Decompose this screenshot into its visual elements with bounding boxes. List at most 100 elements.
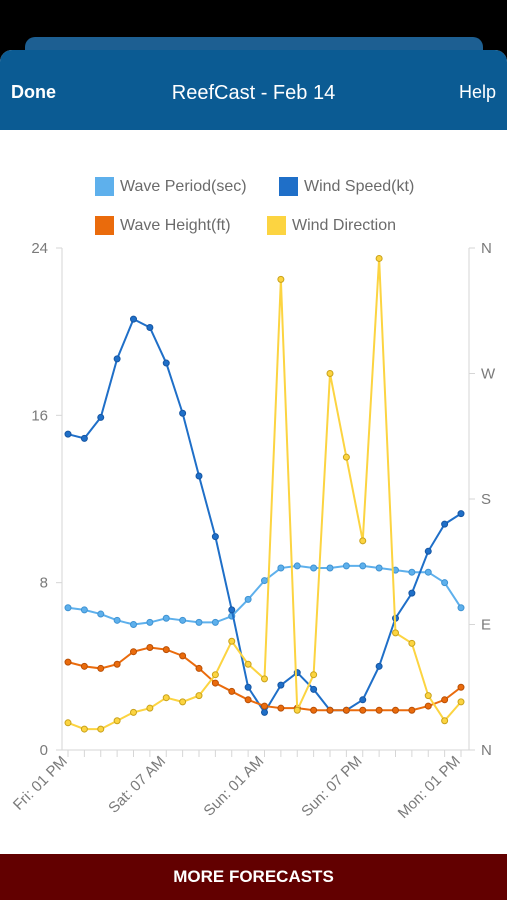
series-line: [67, 317, 462, 715]
data-point: [113, 616, 121, 624]
data-point: [375, 254, 383, 262]
data-point: [146, 618, 154, 626]
data-point: [261, 577, 268, 585]
legend-swatch: [95, 177, 114, 196]
data-point: [244, 683, 252, 691]
legend-swatch: [279, 177, 298, 196]
y-tick-label: 16: [31, 407, 48, 424]
page-title: ReefCast - Feb 14: [171, 82, 336, 104]
legend-label: Wind Speed(kt): [304, 177, 415, 195]
data-point: [146, 704, 154, 712]
data-point: [441, 520, 449, 528]
y2-tick-label: N: [481, 240, 492, 257]
data-point: [195, 618, 203, 626]
data-point: [211, 671, 219, 679]
x-tick-label: Sun: 07 PM: [298, 753, 365, 820]
data-point: [211, 533, 219, 541]
data-point: [113, 660, 121, 668]
legend-item-wave-height[interactable]: Wave Height(ft): [95, 216, 231, 235]
data-point: [277, 681, 285, 689]
data-point: [359, 706, 367, 714]
legend-item-wave-period[interactable]: Wave Period(sec): [95, 177, 247, 196]
help-button[interactable]: Help: [458, 82, 496, 102]
data-point: [408, 568, 416, 576]
data-point: [97, 664, 105, 672]
data-point: [457, 698, 465, 706]
legend-item-wind-direction[interactable]: Wind Direction: [267, 216, 396, 235]
x-tick-label: Mon: 01 PM: [395, 753, 464, 822]
data-point: [375, 662, 383, 670]
y-tick-label: 24: [31, 240, 48, 257]
data-point: [392, 706, 399, 714]
data-point: [277, 275, 285, 283]
data-point: [130, 648, 137, 656]
data-point: [342, 706, 350, 714]
legend-swatch: [267, 216, 286, 235]
legend-item-wind-speed[interactable]: Wind Speed(kt): [279, 177, 414, 196]
data-point: [424, 692, 432, 700]
y2-tick-label: S: [481, 491, 491, 508]
data-point: [293, 706, 301, 714]
data-point: [375, 564, 383, 572]
data-point: [80, 606, 88, 614]
data-point: [261, 675, 268, 683]
y2-tick-label: W: [481, 366, 496, 383]
data-point: [195, 692, 203, 700]
forecast-sheet: Done ReefCast - Feb 14 Help Wave Period(…: [0, 50, 507, 900]
data-point: [228, 687, 236, 695]
data-point: [326, 370, 334, 377]
data-point: [179, 616, 187, 624]
data-point: [146, 323, 154, 331]
data-point: [277, 564, 285, 572]
data-point: [146, 644, 154, 652]
x-tick-label: Sat: 07 AM: [105, 753, 169, 817]
legend-swatch: [95, 216, 114, 235]
data-point: [80, 662, 88, 670]
data-point: [179, 652, 187, 660]
data-point: [441, 696, 449, 704]
data-point: [97, 413, 105, 421]
data-point: [408, 706, 416, 714]
y-tick-label: 0: [40, 742, 48, 759]
data-point: [244, 595, 252, 603]
x-tick-label: Sun: 01 AM: [200, 753, 267, 820]
data-point: [195, 664, 203, 672]
data-point: [162, 359, 170, 367]
data-point: [64, 604, 72, 612]
data-point: [457, 683, 465, 691]
data-point: [97, 725, 105, 733]
y2-tick-label: E: [481, 617, 491, 634]
data-point: [326, 564, 334, 572]
data-point: [80, 434, 88, 442]
series-line: [67, 564, 462, 626]
data-point: [162, 646, 170, 654]
data-point: [244, 660, 252, 668]
data-point: [64, 430, 72, 438]
data-point: [195, 472, 203, 480]
legend-label: Wave Height(ft): [120, 216, 231, 234]
data-point: [113, 355, 121, 363]
done-button[interactable]: Done: [11, 82, 56, 102]
data-point: [408, 639, 416, 647]
data-point: [310, 671, 318, 679]
data-point: [342, 453, 350, 461]
data-point: [424, 547, 432, 555]
data-point: [130, 621, 137, 628]
data-point: [261, 702, 268, 710]
data-point: [277, 704, 285, 712]
forecast-chart: 0 8 16 24 N E S W N Fri: 01 PM Sat: 07 AM Sun: 01 A…: [10, 240, 496, 822]
data-point: [162, 614, 170, 622]
data-point: [359, 562, 367, 570]
data-point: [130, 315, 137, 323]
data-point: [359, 537, 367, 545]
data-point: [64, 719, 72, 727]
data-point: [408, 589, 416, 597]
data-point: [457, 604, 465, 612]
data-point: [293, 562, 301, 570]
data-point: [179, 409, 187, 417]
series-line: [67, 258, 462, 731]
data-point: [375, 706, 383, 714]
more-forecasts-button[interactable]: MORE FORECASTS: [0, 854, 507, 900]
data-point: [342, 562, 350, 570]
data-point: [113, 717, 121, 725]
